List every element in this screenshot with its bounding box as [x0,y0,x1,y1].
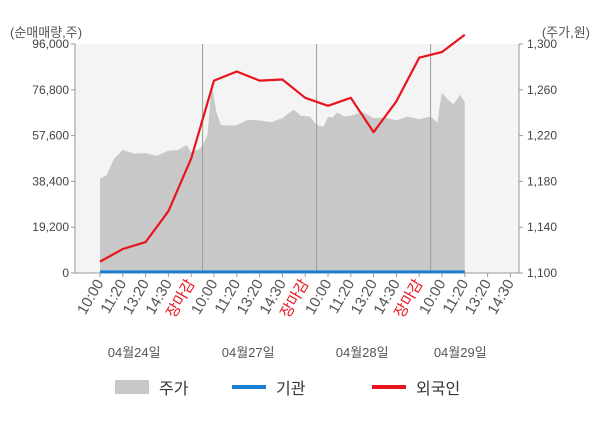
legend-item-institution: 기관 [232,376,305,398]
right-tick-label: 1,220 [527,129,557,143]
left-tick-label: 57,600 [32,129,69,143]
left-tick-label: 0 [62,266,69,280]
left-tick-label: 76,800 [32,83,69,97]
legend-label-institution: 기관 [276,381,306,398]
chart-area: 0 19,200 38,400 57,600 76,800 96,000 1,100 1,14… [32,33,557,360]
date-label: 04월24일 [108,345,161,360]
left-tick-label: 38,400 [32,174,69,188]
right-tick-label: 1,300 [527,37,557,51]
left-tick-label: 19,200 [32,220,69,234]
foreign-line-series [99,33,466,263]
legend-label-price: 주가 [159,381,189,398]
left-tick-label: 96,000 [32,37,69,51]
date-label: 04월28일 [336,345,389,360]
legend-item-price: 주가 [115,376,188,398]
right-tick-label: 1,140 [527,220,557,234]
right-tick-label: 1,260 [527,83,557,97]
date-label: 04월29일 [434,345,487,360]
legend-swatch-foreign [372,385,406,389]
right-tick-label: 1,100 [527,266,557,280]
legend-swatch-institution [232,385,266,389]
right-tick-label: 1,180 [527,174,557,188]
legend-swatch-price [115,380,149,394]
left-axis-unit: (순매매량,주) [10,25,83,40]
legend-label-foreign: 외국인 [416,381,461,398]
right-axis-unit: (주가,원) [541,25,590,40]
legend-item-foreign: 외국인 [372,376,460,398]
legend: 주가 기관 외국인 [0,376,600,398]
date-label: 04월27일 [222,345,275,360]
